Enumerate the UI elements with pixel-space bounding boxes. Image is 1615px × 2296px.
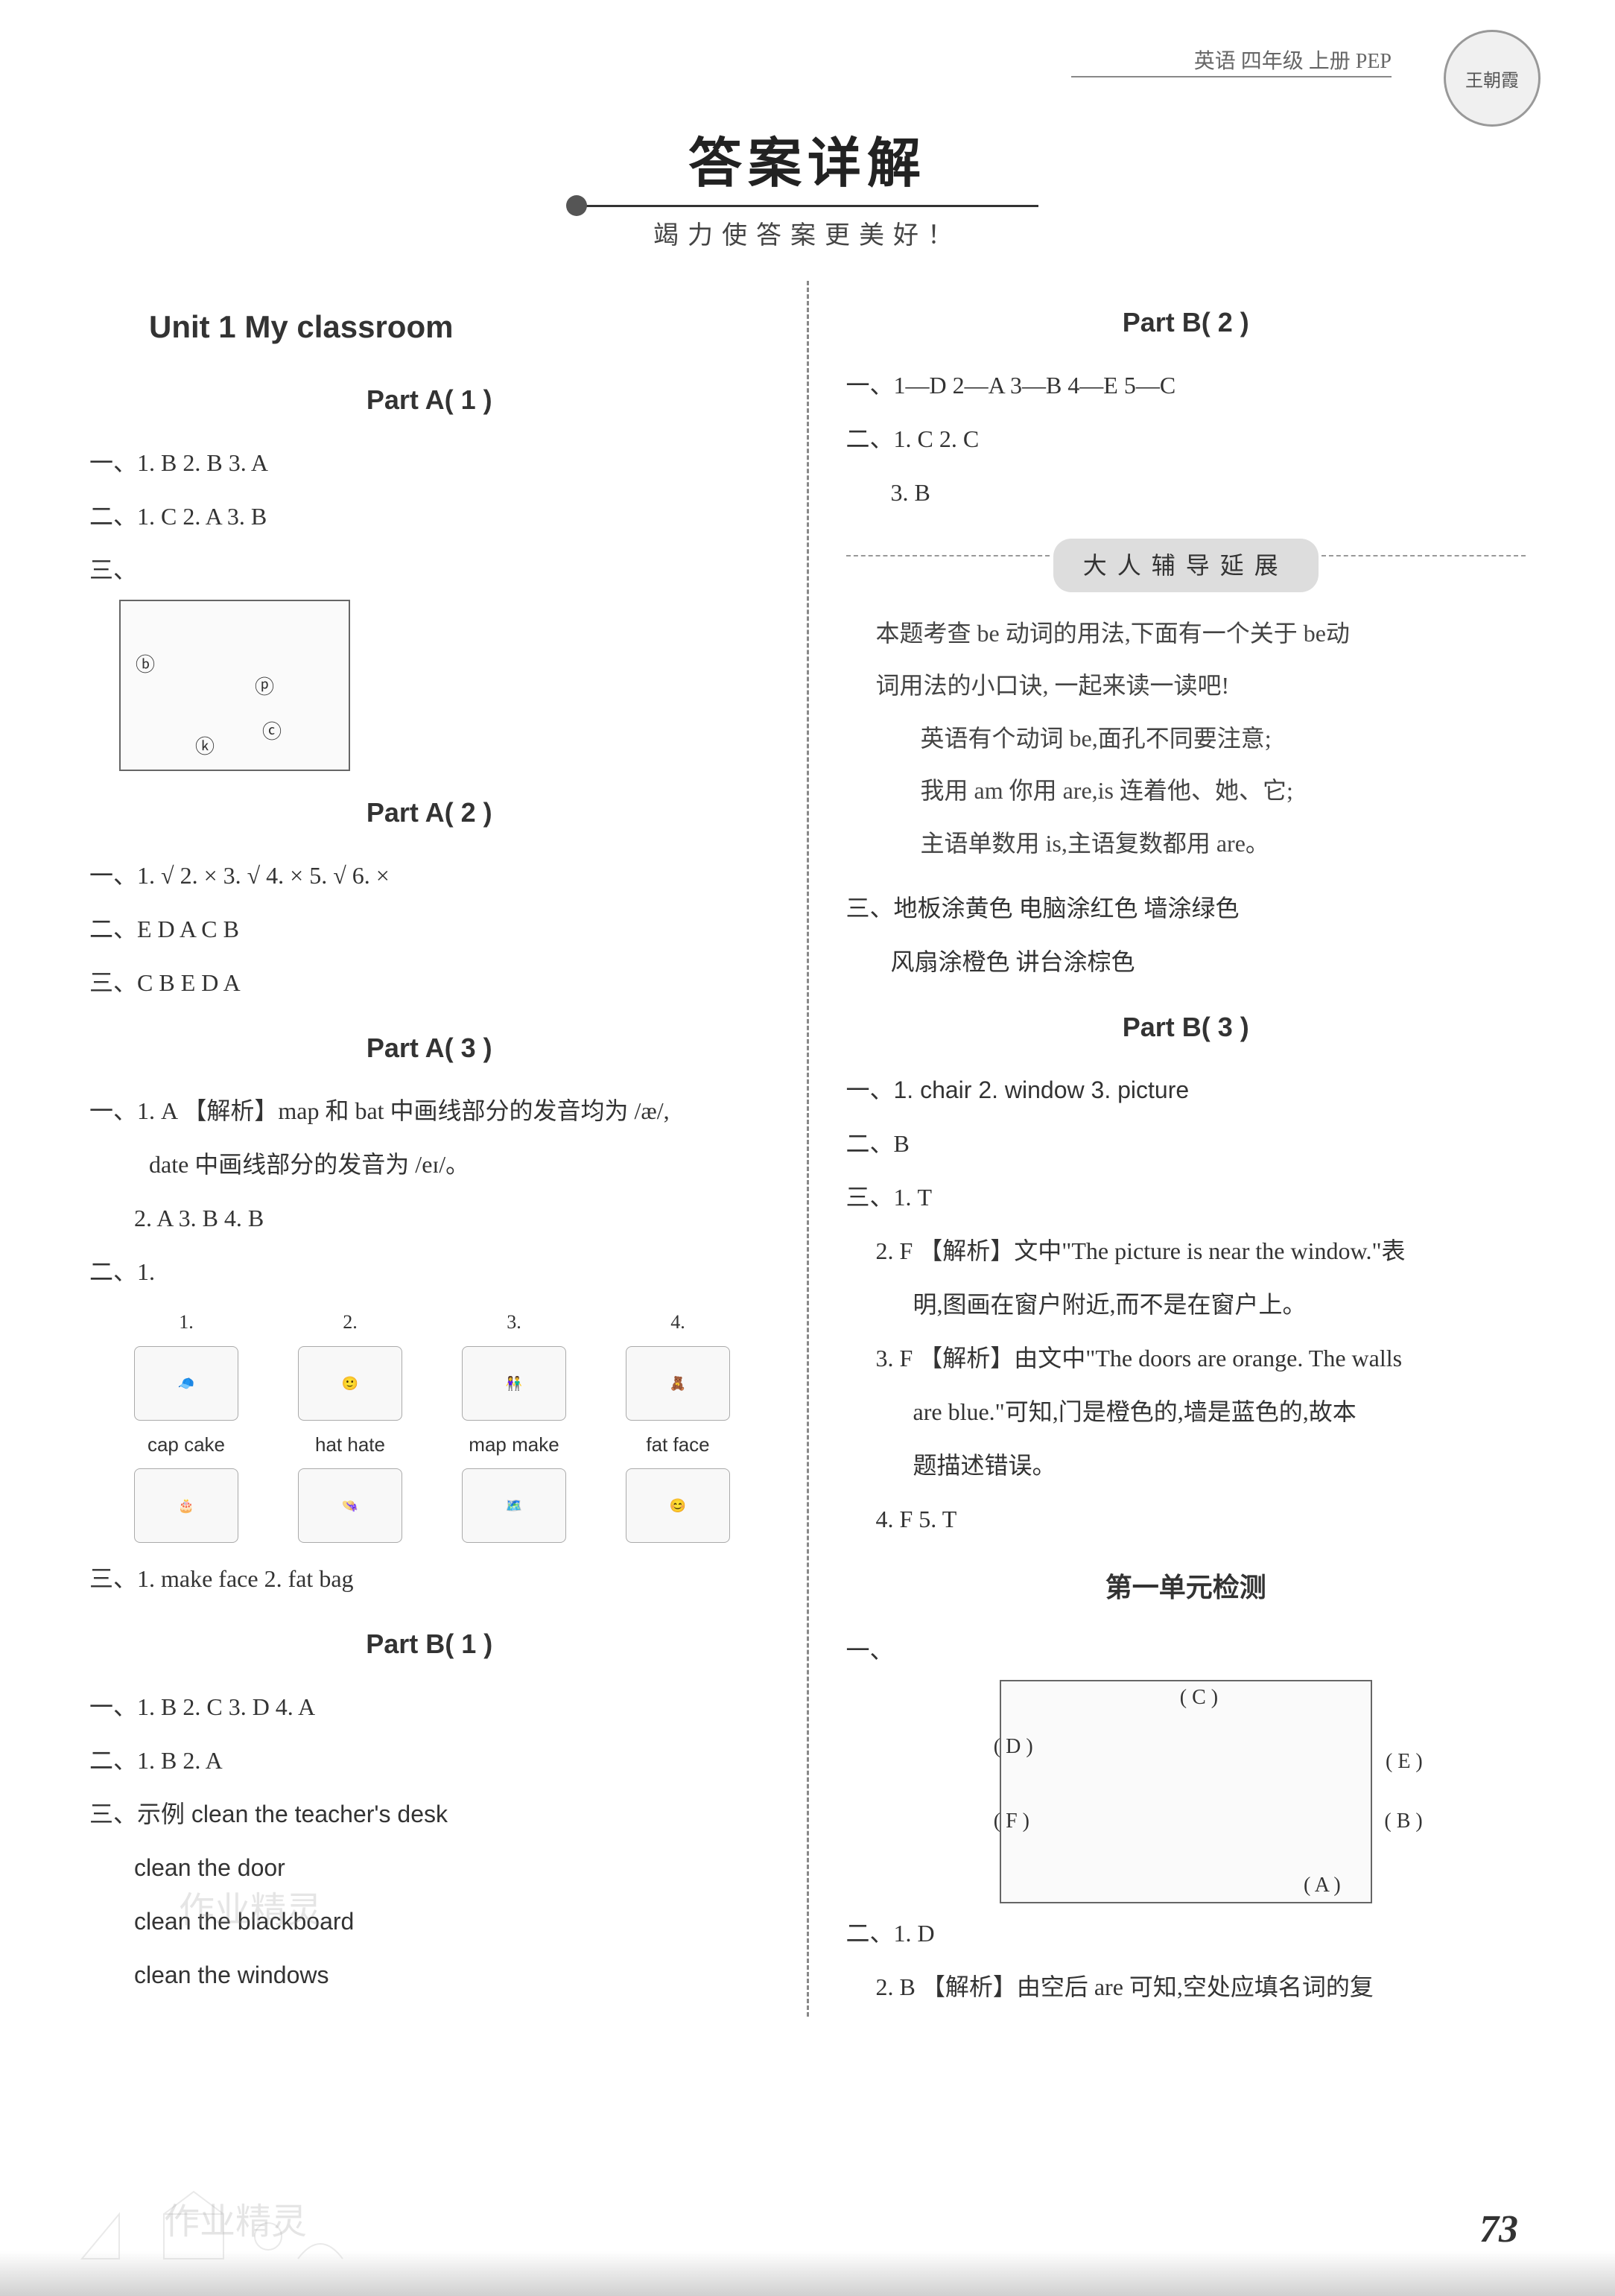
answer-line: clean the windows <box>134 1951 770 1999</box>
answer-line: 2. B 【解析】由空后 are 可知,空处应填名词的复 <box>876 1963 1526 2011</box>
map-icon: 🗺️ <box>462 1468 566 1543</box>
title-underline <box>577 205 1038 207</box>
label-c: C <box>1192 1686 1206 1709</box>
answer-line: 一、1—D 2—A 3—B 4—E 5—C <box>846 361 1526 409</box>
label-a: A <box>1315 1874 1329 1897</box>
answer-line: 4. F 5. T <box>876 1495 1526 1543</box>
pair-words: map make <box>447 1425 581 1464</box>
tip-line: 英语有个动词 be,面孔不同要注意; <box>921 712 1511 764</box>
answer-line: 一、 <box>846 1626 1526 1674</box>
tip-banner: 大人辅导延展 <box>846 539 1526 592</box>
pair-words: fat face <box>611 1425 745 1464</box>
answer-line: 3. F 【解析】由文中"The doors are orange. The w… <box>876 1334 1526 1382</box>
tip-pill-label: 大人辅导延展 <box>1053 539 1319 592</box>
answer-line: 题描述错误。 <box>913 1442 1526 1489</box>
title-dot-icon <box>566 195 587 216</box>
answer-line: 三、示例 clean the teacher's desk <box>89 1790 770 1838</box>
label-e: E <box>1397 1750 1410 1773</box>
answer-line: clean the door <box>134 1844 770 1891</box>
tip-line: 主语单数用 is,主语复数都用 are。 <box>921 817 1511 869</box>
tip-body: 本题考查 be 动词的用法,下面有一个关于 be动 词用法的小口诀, 一起来读一… <box>876 607 1511 869</box>
header-breadcrumb: 英语 四年级 上册 PEP <box>89 45 1526 74</box>
bottom-wave <box>0 2251 1615 2296</box>
answer-line: 3. B <box>891 469 1526 516</box>
face-icon: 🙂 <box>298 1346 402 1421</box>
answer-line: 风扇涂橙色 讲台涂棕色 <box>891 938 1526 986</box>
answer-line: 二、1. <box>89 1248 770 1296</box>
part-a2-title: Part A( 2 ) <box>89 786 770 840</box>
pair-words: hat hate <box>283 1425 417 1464</box>
answer-line: 三、1. T <box>846 1173 1526 1221</box>
classroom-sketch-image: ⓑ ⓟ ⓒ ⓚ <box>119 600 350 771</box>
answer-line: 三、地板涂黄色 电脑涂红色 墙涂绿色 <box>846 884 1526 932</box>
part-a3-title: Part A( 3 ) <box>89 1021 770 1075</box>
tip-line: 本题考查 be 动词的用法,下面有一个关于 be动 <box>876 607 1511 659</box>
answer-line: 三、C B E D A <box>89 959 770 1006</box>
part-b2-title: Part B( 2 ) <box>846 296 1526 349</box>
hat-icon: 👒 <box>298 1468 402 1543</box>
answer-line: 三、 <box>89 546 770 594</box>
label-d: D <box>1006 1735 1021 1758</box>
answer-line: 一、1. B 2. B 3. A <box>89 439 770 486</box>
answer-line: 二、1. C 2. C <box>846 415 1526 463</box>
page: 王朝霞 英语 四年级 上册 PEP 答案详解 竭力使答案更美好！ Unit 1 … <box>0 0 1615 2296</box>
pair-number: 2. <box>283 1303 417 1342</box>
page-title: 答案详解 <box>89 119 1526 197</box>
page-number: 73 <box>1479 2207 1518 2251</box>
answer-line: 一、1. A 【解析】map 和 bat 中画线部分的发音均为 /æ/, <box>89 1087 770 1135</box>
word-pair-item: 1. 🧢 cap cake 🎂 <box>119 1303 253 1547</box>
dash-left <box>846 555 1050 556</box>
answer-line: 一、1. chair 2. window 3. picture <box>846 1066 1526 1114</box>
unit-test-title: 第一单元检测 <box>846 1561 1526 1614</box>
answer-line: 二、1. B 2. A <box>89 1737 770 1784</box>
answer-line: 二、1. D <box>846 1909 1526 1957</box>
answer-line: 二、1. C 2. A 3. B <box>89 492 770 540</box>
page-subtitle: 竭力使答案更美好！ <box>89 215 1526 251</box>
breadcrumb-text: 英语 四年级 上册 PEP <box>1194 50 1392 73</box>
word-pair-item: 4. 🧸 fat face 😊 <box>611 1303 745 1547</box>
bear-icon: 🧸 <box>626 1346 730 1421</box>
cap-icon: 🧢 <box>134 1346 238 1421</box>
word-pair-row: 1. 🧢 cap cake 🎂 2. 🙂 hat hate 👒 3. 👫 map… <box>119 1303 770 1547</box>
cake-icon: 🎂 <box>134 1468 238 1543</box>
classroom-labeled-image: ( C ) ( D ) ( E ) ( F ) ( B ) ( A ) <box>1000 1680 1372 1903</box>
answer-line: 一、1. B 2. C 3. D 4. A <box>89 1683 770 1731</box>
part-b1-title: Part B( 1 ) <box>89 1617 770 1671</box>
two-column-layout: Unit 1 My classroom Part A( 1 ) 一、1. B 2… <box>89 281 1526 2017</box>
answer-line: 二、E D A C B <box>89 905 770 953</box>
label-f: F <box>1006 1810 1018 1833</box>
word-pair-item: 2. 🙂 hat hate 👒 <box>283 1303 417 1547</box>
answer-line: 2. F 【解析】文中"The picture is near the wind… <box>876 1227 1526 1275</box>
pair-words: cap cake <box>119 1425 253 1464</box>
answer-line: 二、B <box>846 1120 1526 1167</box>
kids-icon: 👫 <box>462 1346 566 1421</box>
answer-line: 2. A 3. B 4. B <box>134 1194 770 1242</box>
part-b3-title: Part B( 3 ) <box>846 1000 1526 1054</box>
column-divider <box>807 281 809 2017</box>
answer-line: are blue."可知,门是橙色的,墙是蓝色的,故本 <box>913 1388 1526 1436</box>
answer-line: clean the blackboard <box>134 1897 770 1945</box>
label-b: B <box>1397 1810 1411 1833</box>
right-column: Part B( 2 ) 一、1—D 2—A 3—B 4—E 5—C 二、1. C… <box>846 281 1526 2017</box>
pair-number: 4. <box>611 1303 745 1342</box>
answer-line: 三、1. make face 2. fat bag <box>89 1555 770 1602</box>
tip-line: 我用 am 你用 are,is 连着他、她、它; <box>921 764 1511 816</box>
tip-line: 词用法的小口诀, 一起来读一读吧! <box>876 659 1511 711</box>
part-a1-title: Part A( 1 ) <box>89 373 770 427</box>
pair-number: 1. <box>119 1303 253 1342</box>
dash-right <box>1321 555 1526 556</box>
answer-line: 一、1. √ 2. × 3. √ 4. × 5. √ 6. × <box>89 852 770 899</box>
pair-number: 3. <box>447 1303 581 1342</box>
header-underline <box>1071 76 1392 77</box>
unit-title: Unit 1 My classroom <box>149 296 770 358</box>
answer-line: date 中画线部分的发音为 /eɪ/。 <box>149 1141 770 1188</box>
face2-icon: 😊 <box>626 1468 730 1543</box>
answer-line: 明,图画在窗户附近,而不是在窗户上。 <box>913 1281 1526 1328</box>
word-pair-item: 3. 👫 map make 🗺️ <box>447 1303 581 1547</box>
left-column: Unit 1 My classroom Part A( 1 ) 一、1. B 2… <box>89 281 770 2017</box>
